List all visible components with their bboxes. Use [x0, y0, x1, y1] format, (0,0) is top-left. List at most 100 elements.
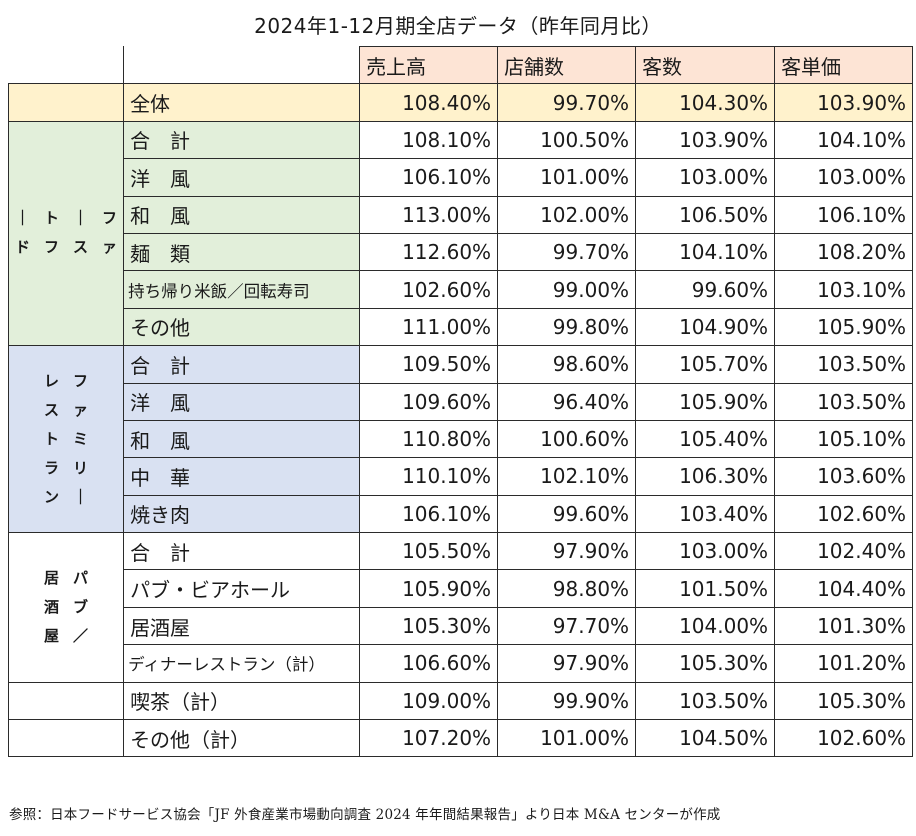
value-stores: 99.00%	[497, 270, 637, 309]
value-unit-price: 105.10%	[774, 419, 914, 459]
value-customers: 104.90%	[635, 307, 776, 347]
value-stores: 97.90%	[497, 644, 637, 683]
value-sales: 113.00%	[359, 195, 499, 234]
value-customers: 104.00%	[635, 606, 776, 646]
value-sales: 110.10%	[359, 457, 499, 496]
value-sales: 106.60%	[359, 644, 499, 683]
total-row: 全体 108.40% 99.70% 104.30% 103.90%	[7, 83, 914, 122]
row-label: 麺 類	[123, 232, 361, 272]
family-restaurant-row: 洋 風 109.60% 96.40% 105.90% 103.50%	[9, 382, 914, 421]
value-unit-price: 105.90%	[774, 307, 914, 347]
vertical-label: パブ ／ 居酒屋	[44, 564, 88, 651]
value-unit-price: 102.60%	[774, 719, 914, 758]
family-restaurant-row: 焼き肉 106.10% 99.60% 103.40% 102.60%	[9, 494, 914, 534]
value-unit-price: 101.30%	[774, 606, 914, 646]
value-customers: 106.30%	[635, 457, 776, 496]
value-unit-price: 102.60%	[774, 494, 914, 534]
value-customers: 105.30%	[635, 644, 776, 683]
vertical-char: ト	[44, 209, 60, 228]
total-unit-price: 103.90%	[774, 83, 914, 122]
value-customers: 104.10%	[635, 232, 776, 272]
extra-row: その他（計） 107.20% 101.00% 104.50% 102.60%	[7, 719, 914, 758]
row-label: 洋 風	[123, 382, 361, 421]
extra-group-cell	[7, 681, 125, 721]
row-label: 合 計	[123, 120, 361, 160]
header-blank-cell	[8, 46, 125, 85]
table-body: 売上高 店舗数 客数 客単価 全体 108.40% 99.70% 104.30%…	[7, 45, 914, 758]
value-stores: 99.70%	[497, 232, 637, 272]
fast-food-row: 持ち帰り米飯／回転寿司 102.60% 99.00% 99.60% 103.10%	[9, 270, 914, 309]
value-unit-price: 104.10%	[774, 120, 914, 160]
vertical-char: ブ	[73, 597, 89, 616]
value-sales: 106.10%	[359, 158, 499, 197]
total-label: 全体	[123, 83, 361, 122]
row-label: パブ・ビアホール	[123, 569, 361, 608]
vertical-label: ファミリ ｜ レストラン	[44, 367, 88, 512]
row-label: その他（計）	[123, 719, 361, 758]
value-stores: 102.10%	[497, 457, 637, 496]
vertical-char: ド	[15, 238, 31, 257]
row-label: 喫茶（計）	[123, 681, 361, 721]
value-customers: 103.40%	[635, 494, 776, 534]
total-group-cell	[7, 83, 125, 122]
family-restaurant-row: 中 華 110.10% 102.10% 106.30% 103.60%	[9, 457, 914, 496]
value-unit-price: 101.20%	[774, 644, 914, 683]
value-stores: 96.40%	[497, 382, 637, 421]
row-label: 和 風	[123, 195, 361, 234]
value-customers: 99.60%	[635, 270, 776, 309]
vertical-label-column: 居酒屋	[44, 564, 59, 651]
value-stores: 98.80%	[497, 569, 637, 608]
value-stores: 99.90%	[497, 681, 637, 721]
value-sales: 109.60%	[359, 382, 499, 421]
value-unit-price: 103.60%	[774, 457, 914, 496]
value-stores: 100.50%	[497, 120, 637, 160]
value-customers: 105.40%	[635, 419, 776, 459]
vertical-label-column: ｜ス	[73, 204, 88, 262]
vertical-char: ス	[73, 238, 89, 257]
total-stores: 99.70%	[497, 83, 637, 122]
vertical-char: ラ	[44, 458, 60, 477]
vertical-char: 酒	[44, 597, 60, 616]
value-sales: 107.20%	[359, 719, 499, 758]
value-stores: 97.70%	[497, 606, 637, 646]
header-sales: 売上高	[359, 45, 499, 85]
row-label: 焼き肉	[123, 494, 361, 534]
family-restaurant-group-label: ファミリ ｜ レストラン	[7, 345, 125, 534]
vertical-char: レ	[44, 371, 60, 390]
vertical-char: リ	[73, 458, 89, 477]
fast-food-row: ファ｜ストフ｜ド合 計 108.10% 100.50% 103.90% 104.10%	[7, 120, 914, 347]
row-label: 洋 風	[123, 158, 361, 197]
value-customers: 103.50%	[635, 681, 776, 721]
value-customers: 105.70%	[635, 345, 776, 384]
pub-izakaya-row: 居酒屋 105.30% 97.70% 104.00% 101.30%	[9, 606, 914, 646]
value-stores: 97.90%	[497, 532, 637, 571]
value-customers: 106.50%	[635, 195, 776, 234]
value-unit-price: 103.00%	[774, 158, 914, 197]
value-stores: 100.60%	[497, 419, 637, 459]
vertical-char: フ	[73, 371, 89, 390]
vertical-label-column: パブ ／	[73, 564, 88, 651]
value-customers: 101.50%	[635, 569, 776, 608]
extra-group-cell	[7, 719, 125, 758]
value-customers: 103.00%	[635, 158, 776, 197]
value-sales: 105.90%	[359, 569, 499, 608]
vertical-label-column: ファミリ ｜	[73, 367, 88, 512]
row-label: 合 計	[123, 532, 361, 571]
vertical-char: ス	[44, 400, 60, 419]
pub-izakaya-row: パブ・ビアホール 105.90% 98.80% 101.50% 104.40%	[9, 569, 914, 608]
vertical-char: ｜	[15, 209, 31, 228]
fast-food-row: 和 風 113.00% 102.00% 106.50% 106.10%	[9, 195, 914, 234]
vertical-char: ミ	[73, 429, 89, 448]
fast-food-group-label: ファ｜ストフ｜ド	[7, 120, 125, 347]
value-stores: 99.80%	[497, 307, 637, 347]
value-sales: 105.50%	[359, 532, 499, 571]
value-unit-price: 104.40%	[774, 569, 914, 608]
value-sales: 109.00%	[359, 681, 499, 721]
value-unit-price: 106.10%	[774, 195, 914, 234]
value-unit-price: 108.20%	[774, 232, 914, 272]
vertical-char: ／	[73, 626, 89, 645]
row-label: 中 華	[123, 457, 361, 496]
value-sales: 110.80%	[359, 419, 499, 459]
vertical-char: ｜	[73, 209, 89, 228]
value-stores: 98.60%	[497, 345, 637, 384]
